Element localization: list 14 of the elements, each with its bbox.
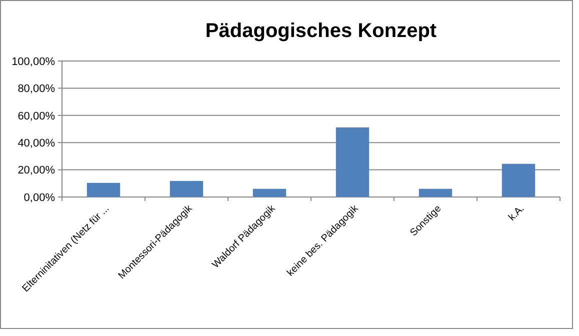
bar xyxy=(86,182,120,197)
y-tick-label: 80,00% xyxy=(18,83,56,96)
y-tick-label: 40,00% xyxy=(18,137,56,150)
bar xyxy=(170,180,204,197)
y-tick-label: 60,00% xyxy=(18,110,56,122)
y-tick-label: 0,00% xyxy=(24,192,56,204)
chart-title: Pädagogisches Konzept xyxy=(205,20,437,42)
y-tick-label: 20,00% xyxy=(18,164,56,177)
bar xyxy=(502,164,536,197)
bar xyxy=(418,188,452,197)
bar xyxy=(336,127,370,197)
x-tick-label: k.A. xyxy=(506,203,527,224)
bar xyxy=(252,188,286,197)
y-tick-label: 100,00% xyxy=(12,56,56,68)
